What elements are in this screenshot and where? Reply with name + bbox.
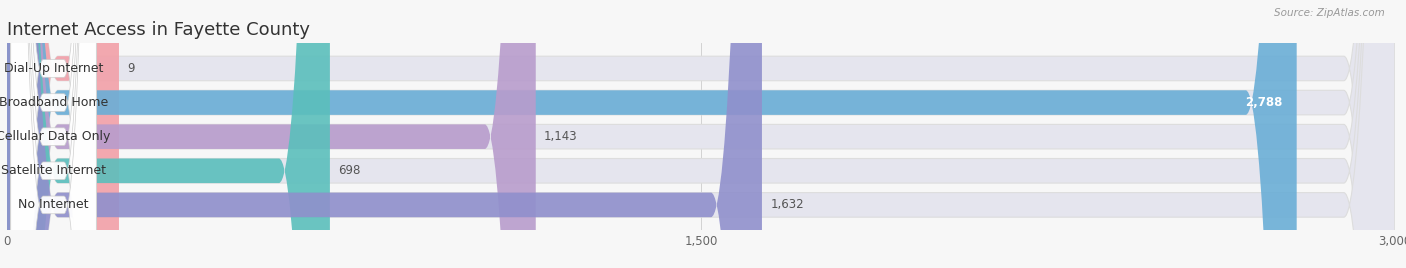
Text: 2,788: 2,788: [1246, 96, 1282, 109]
FancyBboxPatch shape: [7, 0, 1395, 268]
FancyBboxPatch shape: [7, 0, 330, 268]
FancyBboxPatch shape: [7, 0, 1395, 268]
Text: Internet Access in Fayette County: Internet Access in Fayette County: [7, 21, 311, 39]
Text: Dial-Up Internet: Dial-Up Internet: [4, 62, 103, 75]
FancyBboxPatch shape: [7, 0, 536, 268]
Text: 698: 698: [339, 164, 360, 177]
FancyBboxPatch shape: [7, 0, 762, 268]
Text: Source: ZipAtlas.com: Source: ZipAtlas.com: [1274, 8, 1385, 18]
FancyBboxPatch shape: [11, 0, 96, 268]
FancyBboxPatch shape: [11, 0, 96, 268]
FancyBboxPatch shape: [7, 0, 120, 268]
FancyBboxPatch shape: [11, 0, 96, 268]
Text: 9: 9: [128, 62, 135, 75]
Text: 1,143: 1,143: [544, 130, 578, 143]
FancyBboxPatch shape: [7, 0, 1395, 268]
Text: Cellular Data Only: Cellular Data Only: [0, 130, 111, 143]
Text: 1,632: 1,632: [770, 198, 804, 211]
FancyBboxPatch shape: [11, 0, 96, 268]
FancyBboxPatch shape: [11, 0, 96, 268]
Text: No Internet: No Internet: [18, 198, 89, 211]
FancyBboxPatch shape: [7, 0, 1395, 268]
FancyBboxPatch shape: [7, 0, 1395, 268]
Text: Satellite Internet: Satellite Internet: [1, 164, 105, 177]
Text: Broadband Home: Broadband Home: [0, 96, 108, 109]
FancyBboxPatch shape: [7, 0, 1296, 268]
